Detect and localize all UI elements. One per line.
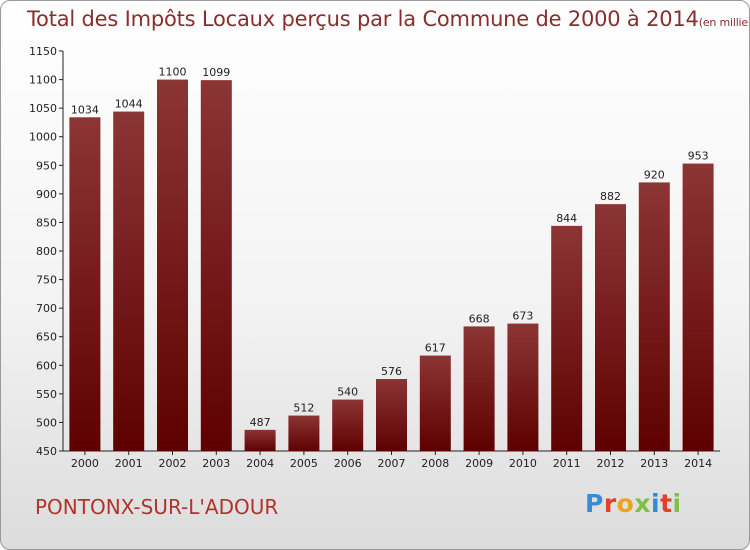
bar-2013 [638, 182, 670, 451]
bar-value-label: 1044 [115, 98, 143, 111]
y-tick-label: 1100 [29, 74, 57, 87]
y-tick-label: 800 [36, 245, 57, 258]
bar-value-label: 1034 [71, 103, 99, 116]
x-tick-label: 2001 [115, 457, 143, 470]
bar-value-label: 576 [381, 365, 402, 378]
bar-2007 [376, 379, 407, 451]
bar-value-label: 1099 [202, 66, 230, 79]
bar-value-label: 953 [688, 150, 709, 163]
x-tick-label: 2003 [202, 457, 230, 470]
x-tick-label: 2005 [290, 457, 318, 470]
bar-2004 [244, 429, 276, 451]
x-tick-label: 2002 [159, 457, 187, 470]
y-tick-label: 1150 [29, 45, 57, 58]
y-tick-label: 500 [36, 416, 57, 429]
x-tick-label: 2014 [684, 457, 712, 470]
bar-2005 [288, 415, 320, 451]
chart-title-unit: (en milliers d'€) [698, 16, 749, 29]
y-tick-label: 900 [36, 188, 57, 201]
y-tick-label: 700 [36, 302, 57, 315]
bar-2008 [419, 355, 451, 451]
x-tick-label: 2011 [553, 457, 581, 470]
bar-value-label: 512 [293, 402, 314, 415]
bar-2003 [200, 80, 232, 452]
bar-2002 [157, 79, 188, 452]
x-tick-label: 2007 [378, 457, 406, 470]
chart-title-text: Total des Impôts Locaux perçus par la Co… [27, 7, 699, 31]
x-tick-label: 2009 [465, 457, 493, 470]
x-tick-label: 2000 [71, 457, 99, 470]
bar-value-label: 540 [337, 386, 358, 399]
y-tick-label: 1000 [29, 131, 57, 144]
chart-title: Total des Impôts Locaux perçus par la Co… [27, 7, 749, 31]
bar-2012 [595, 204, 626, 451]
x-tick-label: 2004 [246, 457, 274, 470]
x-tick-label: 2008 [421, 457, 449, 470]
y-tick-label: 550 [36, 388, 57, 401]
x-tick-label: 2006 [334, 457, 362, 470]
x-tick-label: 2013 [640, 457, 668, 470]
bar-value-label: 1100 [159, 66, 187, 79]
y-tick-label: 650 [36, 331, 57, 344]
y-tick-label: 450 [36, 445, 57, 458]
bar-2001 [113, 111, 145, 452]
bar-value-label: 882 [600, 190, 621, 203]
bar-2009 [463, 326, 495, 451]
y-tick-label: 850 [36, 216, 57, 229]
bar-value-label: 487 [250, 416, 271, 429]
bar-2011 [551, 225, 583, 451]
bar-2006 [332, 399, 364, 451]
y-tick-label: 1050 [29, 102, 57, 115]
bar-value-label: 617 [425, 342, 446, 355]
x-tick-label: 2010 [509, 457, 537, 470]
bar-value-label: 668 [469, 312, 490, 325]
y-tick-label: 750 [36, 274, 57, 287]
bar-value-label: 920 [644, 168, 665, 181]
bar-2010 [507, 323, 539, 451]
commune-name: PONTONX-SUR-L'ADOUR [35, 495, 279, 519]
bar-2014 [682, 163, 714, 452]
bar-2000 [69, 117, 101, 452]
bar-value-label: 844 [556, 212, 577, 225]
x-tick-label: 2012 [597, 457, 625, 470]
y-tick-label: 600 [36, 359, 57, 372]
proxiti-logo: Proxiti [585, 489, 682, 518]
bar-value-label: 673 [512, 310, 533, 323]
y-tick-label: 950 [36, 159, 57, 172]
